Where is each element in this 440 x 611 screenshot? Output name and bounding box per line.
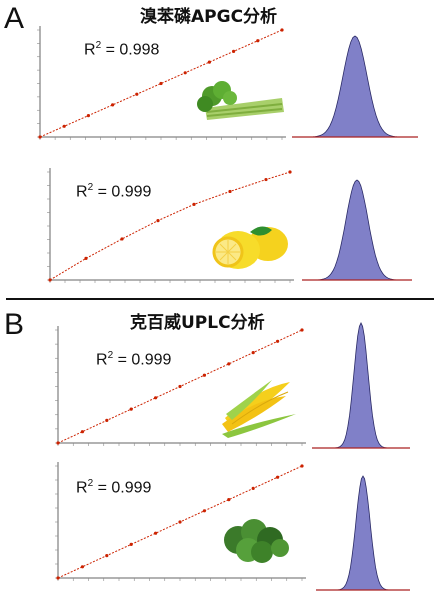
data-point-3-3 [105,418,109,422]
data-point-4-4 [129,542,133,547]
data-point-3-7 [202,373,206,377]
r2-label-1: R2 = 0.998 [84,40,160,59]
data-point-1-3 [86,114,90,118]
data-point-2-8 [288,170,292,174]
data-point-2-7 [264,177,268,182]
data-point-4-9 [251,486,255,490]
data-point-3-1 [56,441,60,445]
chromatogram-peak-1 [292,35,418,138]
data-point-1-1 [38,135,42,139]
data-point-1-11 [280,28,284,32]
celery-image [197,81,284,120]
data-point-4-5 [154,531,158,535]
data-point-1-8 [207,60,211,64]
data-point-2-6 [228,189,232,194]
data-point-2-5 [192,202,196,206]
data-point-2-4 [156,219,160,223]
data-point-1-4 [111,103,115,107]
data-point-2-2 [84,256,88,260]
r2-label-2: R2 = 0.999 [76,182,152,201]
data-point-2-3 [120,237,124,241]
data-point-4-7 [202,509,206,513]
data-point-1-5 [135,92,139,96]
data-point-1-10 [256,39,260,43]
kale-image [224,519,289,563]
chromatogram-peak-4 [316,475,410,591]
chromatogram-peak-2 [302,179,412,281]
data-point-1-6 [159,81,163,86]
data-point-1-7 [183,71,187,75]
data-point-4-10 [276,475,280,479]
data-point-4-1 [56,576,60,580]
panel-letter-b: B [4,308,25,341]
data-point-3-11 [300,328,304,332]
panel-letter-a: A [4,2,25,35]
data-point-4-11 [300,464,304,468]
lemon-image [212,226,288,269]
data-point-3-9 [251,351,255,355]
data-point-4-3 [105,554,109,558]
calibration-line-2 [49,171,291,281]
data-point-1-9 [232,49,236,54]
section-title-b: 克百威UPLC分析 [130,313,265,333]
data-point-4-2 [80,565,84,569]
data-point-4-6 [178,520,182,524]
data-point-1-2 [62,124,66,128]
data-point-3-6 [178,384,182,389]
data-point-2-1 [48,278,52,282]
r2-label-4: R2 = 0.999 [76,478,152,497]
data-point-3-10 [276,339,280,343]
chromatogram-peak-3 [312,322,410,449]
section-title-a: 溴苯磷APGC分析 [140,7,278,27]
data-point-4-8 [227,498,231,502]
section-divider [6,298,434,300]
corn-image [222,380,296,438]
data-point-3-2 [80,430,84,434]
r2-label-3: R2 = 0.999 [96,350,172,369]
data-point-3-8 [227,362,231,366]
data-point-3-4 [129,407,133,411]
data-point-3-5 [154,396,158,400]
